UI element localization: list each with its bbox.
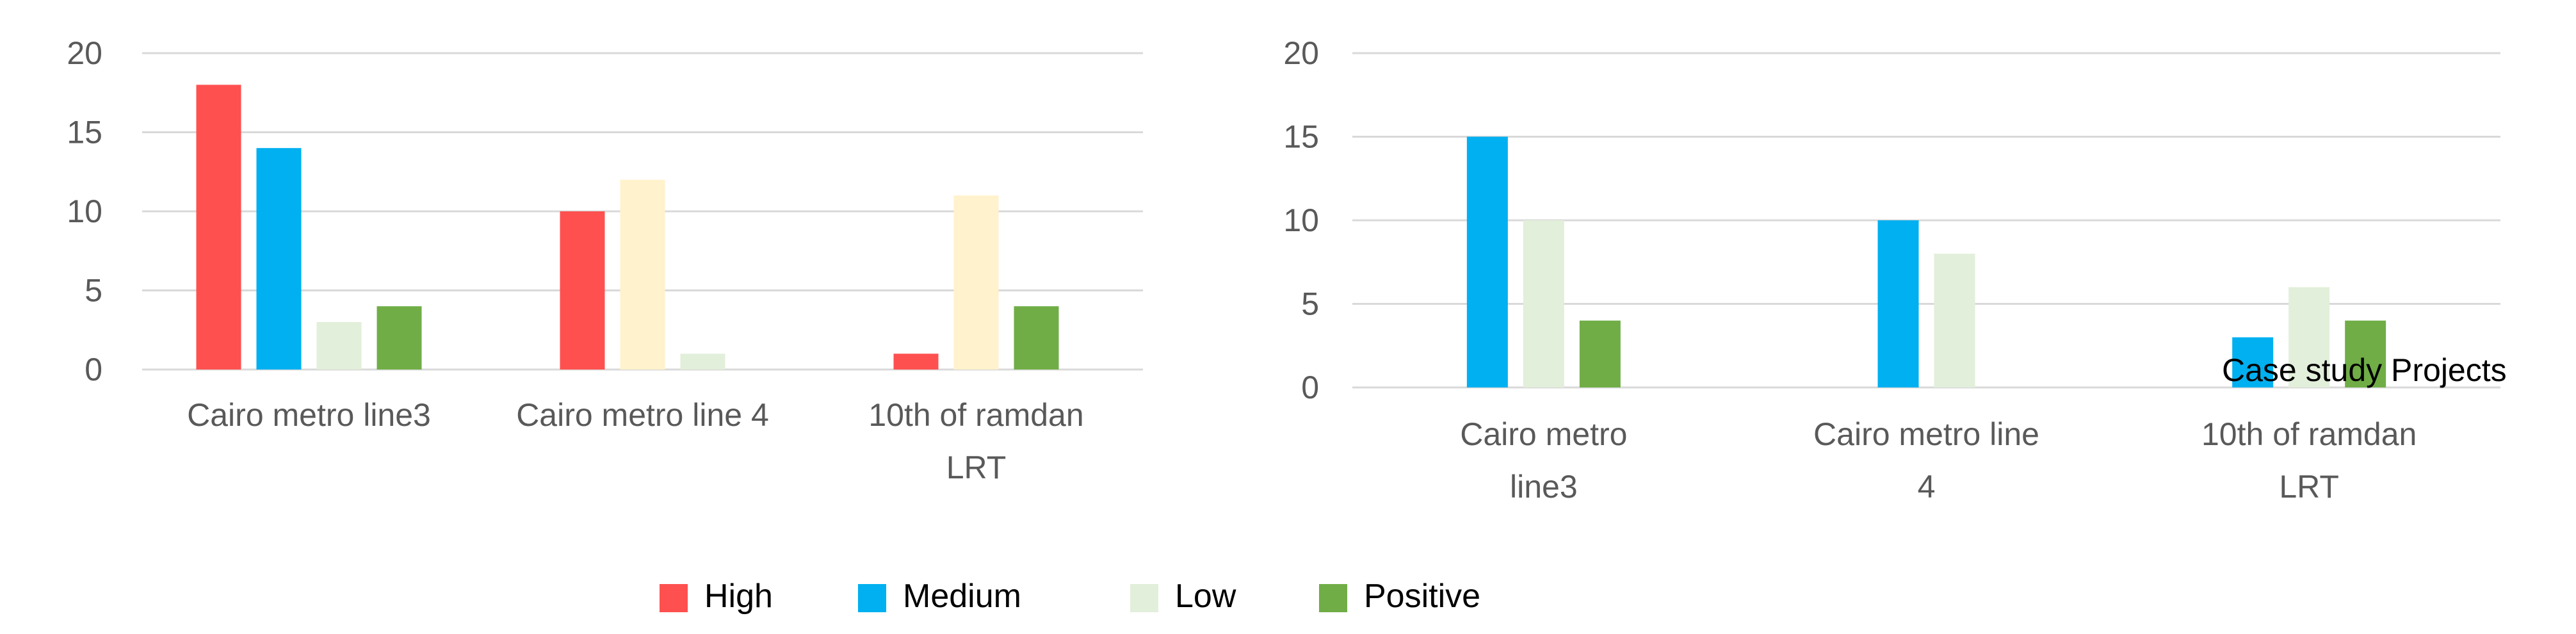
y-tick-label: 20 [1283, 35, 1319, 71]
x-axis-title: Case study Projects [2222, 352, 2507, 388]
legend-swatch [1319, 584, 1347, 612]
bar [1523, 220, 1564, 387]
bar [2232, 337, 2274, 387]
bar [560, 211, 605, 370]
bar [1877, 220, 1919, 387]
x-category-label: 4 [1918, 469, 1936, 505]
legend-label: Low [1175, 578, 1236, 615]
bar [1579, 320, 1621, 387]
bar [2288, 287, 2330, 387]
bar [1466, 136, 1508, 387]
chart-legend: High Medium Low Positive [660, 578, 1480, 615]
x-category-label: LRT [946, 450, 1007, 485]
y-tick-label: 5 [85, 273, 102, 309]
y-tick-label: 15 [67, 115, 102, 150]
x-category-label: 10th of ramdan [2201, 416, 2417, 452]
bar [196, 85, 241, 370]
bar [620, 179, 665, 370]
bar [680, 354, 725, 370]
y-tick-label: 5 [1301, 286, 1319, 322]
y-tick-label: 10 [67, 193, 102, 229]
x-category-label: Cairo metro line 4 [516, 397, 769, 433]
x-category-label: LRT [2279, 469, 2339, 505]
y-tick-label: 0 [1301, 370, 1319, 405]
x-category-label: line3 [1510, 469, 1578, 505]
bar [1014, 306, 1059, 370]
legend-label: Medium [903, 578, 1021, 615]
y-tick-label: 0 [85, 352, 102, 387]
bar [893, 354, 939, 370]
x-category-label: 10th of ramdan [868, 397, 1083, 433]
x-category-label: Cairo metro [1460, 416, 1627, 452]
bar [953, 195, 999, 370]
bar [256, 148, 302, 370]
bar [377, 306, 422, 370]
legend-label: Positive [1364, 578, 1480, 615]
x-category-label: Cairo metro line3 [187, 397, 431, 433]
x-category-label: Cairo metro line [1813, 416, 2039, 452]
bar [316, 321, 362, 370]
left-bar-chart: 0 5 10 15 20 Cairo metro line3 Cairo metro lin… [67, 35, 1143, 485]
bar [1934, 254, 1975, 387]
legend-label: High [704, 578, 773, 615]
legend-swatch [660, 584, 688, 612]
y-tick-label: 10 [1283, 202, 1319, 238]
y-tick-label: 15 [1283, 119, 1319, 155]
right-bar-chart: 0 5 10 15 20 Cairo metro line3 Cairo metro line… [1283, 35, 2506, 505]
legend-swatch [858, 584, 886, 612]
legend-swatch [1130, 584, 1158, 612]
bar [2345, 320, 2386, 387]
y-tick-label: 20 [67, 35, 102, 71]
